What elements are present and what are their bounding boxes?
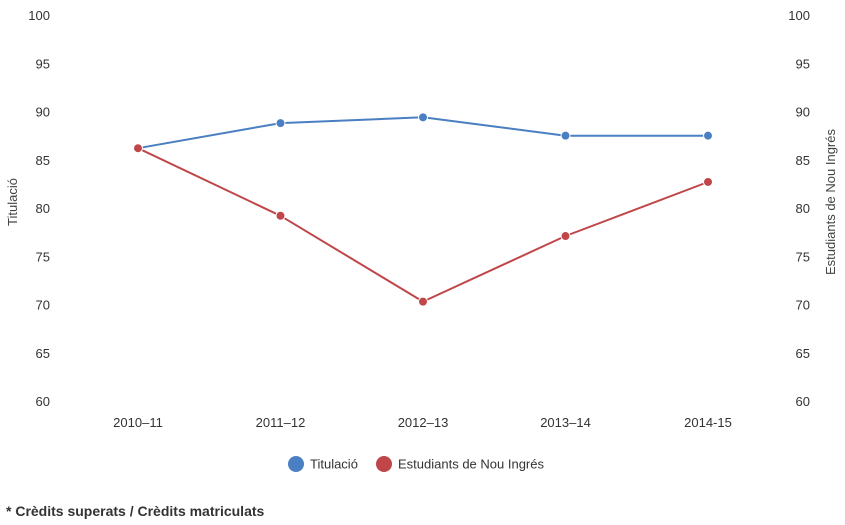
left-y-tick-label: 95 — [36, 56, 50, 71]
right-y-tick-label: 75 — [796, 249, 810, 264]
data-point[interactable] — [275, 118, 286, 129]
x-tick-label: 2011–12 — [256, 415, 306, 430]
right-y-axis-ticks: 60 65 70 75 80 85 90 95 100 — [788, 8, 810, 409]
series-2 — [133, 143, 713, 307]
data-point[interactable] — [418, 296, 428, 307]
left-y-tick-label: 75 — [36, 249, 50, 264]
left-y-tick-label: 65 — [36, 346, 50, 361]
right-y-tick-label: 85 — [796, 153, 810, 168]
footnote: * Crèdits superats / Crèdits matriculats — [6, 503, 265, 519]
x-tick-label: 2010–11 — [113, 415, 163, 430]
legend: Titulació Estudiants de Nou Ingrés — [288, 456, 544, 472]
data-point[interactable] — [275, 210, 286, 221]
x-tick-label: 2013–14 — [540, 415, 591, 430]
left-y-tick-label: 100 — [28, 8, 50, 23]
left-y-tick-label: 70 — [36, 298, 50, 313]
right-y-tick-label: 60 — [796, 394, 810, 409]
legend-item-1[interactable]: Titulació — [288, 456, 358, 472]
left-y-tick-label: 80 — [36, 201, 50, 216]
right-y-tick-label: 80 — [796, 201, 810, 216]
right-y-axis-title: Estudiants de Nou Ingrés — [823, 129, 838, 275]
series-layer — [133, 112, 713, 307]
x-axis-ticks: 2010–11 2011–12 2012–13 2013–14 2014-15 — [113, 415, 732, 430]
left-y-tick-label: 85 — [36, 153, 50, 168]
data-point[interactable] — [418, 112, 428, 123]
data-point[interactable] — [560, 130, 571, 141]
legend-marker — [376, 456, 392, 472]
data-point[interactable] — [703, 130, 713, 141]
x-tick-label: 2014-15 — [684, 415, 732, 430]
right-y-tick-label: 90 — [796, 105, 810, 120]
data-point[interactable] — [133, 143, 143, 154]
right-y-tick-label: 95 — [796, 56, 810, 71]
series-line — [137, 147, 709, 303]
data-point[interactable] — [560, 231, 571, 242]
legend-label: Titulació — [310, 457, 358, 472]
left-y-tick-label: 90 — [36, 105, 50, 120]
left-y-axis-title: Titulació — [5, 178, 20, 226]
legend-label: Estudiants de Nou Ingrés — [398, 457, 544, 472]
data-point[interactable] — [703, 176, 713, 187]
series-1 — [133, 112, 713, 154]
left-y-axis-ticks: 60 65 70 75 80 85 90 95 100 — [28, 8, 50, 409]
legend-item-2[interactable]: Estudiants de Nou Ingrés — [376, 456, 544, 472]
right-y-tick-label: 100 — [788, 8, 810, 23]
legend-marker — [288, 456, 304, 472]
right-y-tick-label: 65 — [796, 346, 810, 361]
x-tick-label: 2012–13 — [398, 415, 449, 430]
left-y-tick-label: 60 — [36, 394, 50, 409]
right-y-tick-label: 70 — [796, 298, 810, 313]
